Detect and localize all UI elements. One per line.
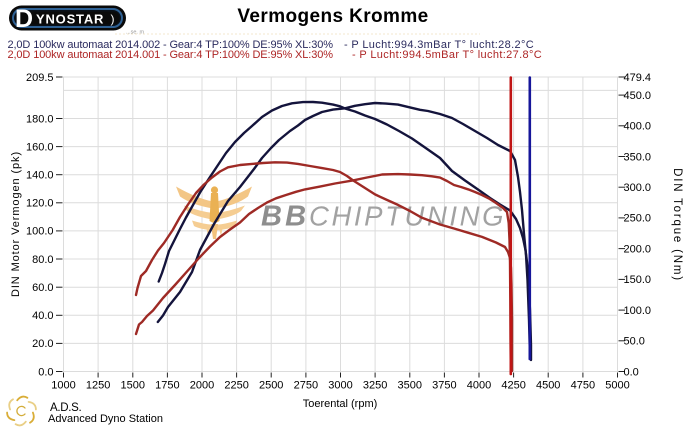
svg-text:3250: 3250	[363, 380, 387, 392]
svg-text:120.0: 120.0	[26, 198, 54, 210]
svg-text:200.0: 200.0	[624, 243, 652, 255]
svg-text:3750: 3750	[432, 380, 456, 392]
svg-text:479.4: 479.4	[624, 72, 652, 84]
svg-text:50.0: 50.0	[624, 336, 645, 348]
svg-text:YNOSTAR: YNOSTAR	[36, 12, 104, 27]
svg-text:D: D	[15, 5, 33, 33]
svg-text:- P Lucht:994.3mBar T° lucht:2: - P Lucht:994.3mBar T° lucht:28.2°C	[344, 39, 534, 51]
svg-text:- P Lucht:994.5mBar T° lucht:2: - P Lucht:994.5mBar T° lucht:27.8°C	[352, 49, 542, 61]
svg-text:DIN Torque (Nm): DIN Torque (Nm)	[671, 168, 683, 282]
svg-text:100.0: 100.0	[26, 226, 54, 238]
svg-text:60.0: 60.0	[32, 282, 53, 294]
svg-text:150.0: 150.0	[624, 274, 652, 286]
svg-text:Toerental (rpm): Toerental (rpm)	[303, 398, 378, 410]
svg-text:2,0D 100kw automaat 2014.001 -: 2,0D 100kw automaat 2014.001 - Gear:4 TP…	[8, 49, 334, 61]
svg-text:80.0: 80.0	[32, 254, 53, 266]
svg-text:1750: 1750	[155, 380, 179, 392]
svg-text:CHIPTUNING: CHIPTUNING	[309, 201, 506, 232]
svg-text:350.0: 350.0	[624, 151, 652, 163]
svg-text:2000: 2000	[190, 380, 214, 392]
svg-text:100.0: 100.0	[624, 305, 652, 317]
svg-text:180.0: 180.0	[26, 113, 54, 125]
svg-text:140.0: 140.0	[26, 170, 54, 182]
svg-text:40.0: 40.0	[32, 310, 53, 322]
svg-text:250.0: 250.0	[624, 213, 652, 225]
svg-text:160.0: 160.0	[26, 141, 54, 153]
svg-text:4000: 4000	[467, 380, 491, 392]
svg-text:2750: 2750	[294, 380, 318, 392]
svg-text:20.0: 20.0	[32, 338, 53, 350]
svg-text:1250: 1250	[86, 380, 110, 392]
svg-text:4750: 4750	[571, 380, 595, 392]
svg-text:3500: 3500	[398, 380, 422, 392]
svg-text:Vermogens Kromme: Vermogens Kromme	[237, 6, 428, 27]
svg-text:...se. m: ...se. m	[126, 30, 144, 36]
svg-text:4500: 4500	[536, 380, 560, 392]
svg-text:1000: 1000	[51, 380, 75, 392]
svg-text:450.0: 450.0	[624, 90, 652, 102]
svg-text:BB: BB	[261, 201, 309, 233]
svg-text:3000: 3000	[328, 380, 352, 392]
svg-text:300.0: 300.0	[624, 182, 652, 194]
svg-text:2,0D 100kw automaat 2014.002 -: 2,0D 100kw automaat 2014.002 - Gear:4 TP…	[8, 39, 334, 51]
svg-text:2250: 2250	[224, 380, 248, 392]
svg-text:DIN Motor Vermogen (pk): DIN Motor Vermogen (pk)	[10, 151, 22, 297]
svg-text:4250: 4250	[501, 380, 525, 392]
svg-text:209.5: 209.5	[26, 72, 54, 84]
svg-text:1500: 1500	[121, 380, 145, 392]
svg-text:2500: 2500	[259, 380, 283, 392]
svg-text:0.0: 0.0	[38, 366, 53, 378]
svg-text:Advanced Dyno Station: Advanced Dyno Station	[48, 413, 163, 425]
svg-text:5000: 5000	[605, 380, 629, 392]
svg-text:A.D.S.: A.D.S.	[50, 402, 82, 414]
svg-text:0.0: 0.0	[624, 366, 639, 378]
svg-text:400.0: 400.0	[624, 121, 652, 133]
svg-text:): )	[111, 12, 115, 26]
